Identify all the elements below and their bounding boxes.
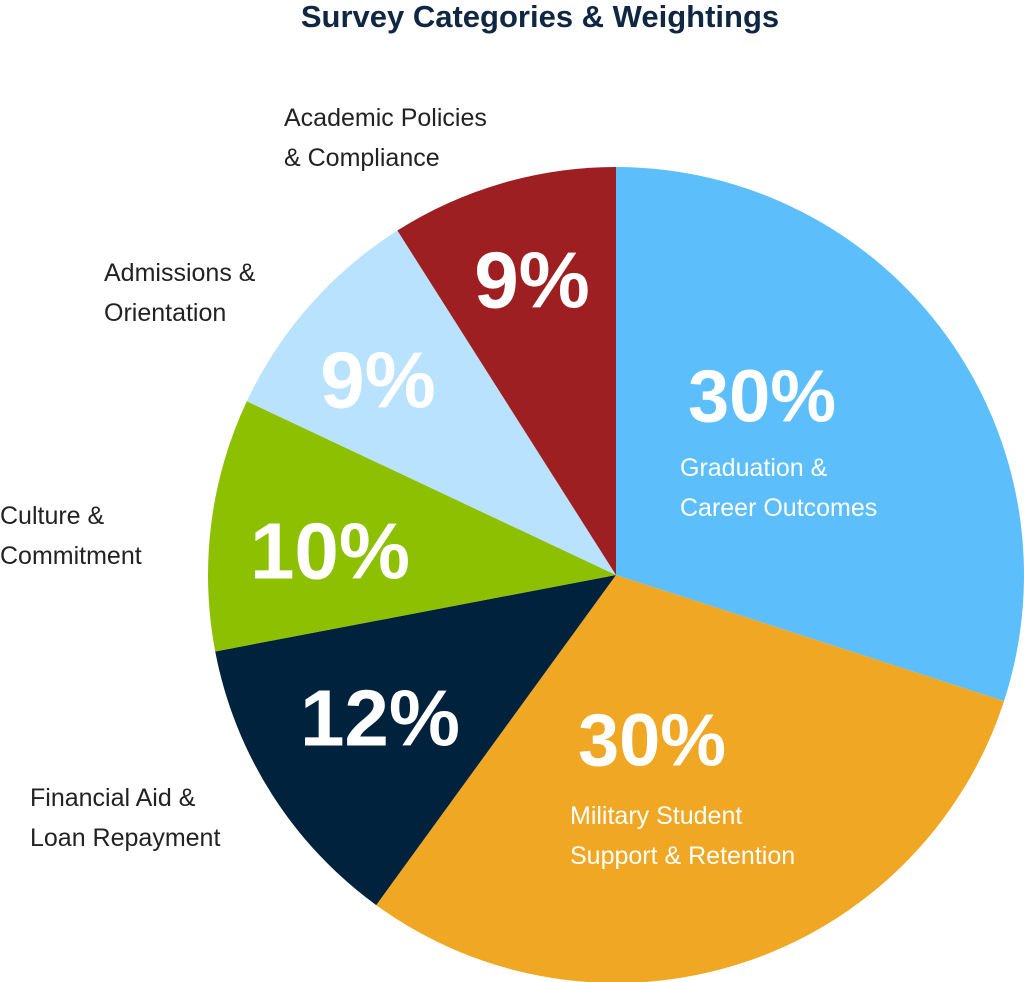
- pie-slice-value-label: 9%: [474, 236, 590, 325]
- pie-slice-category-label: Military Student Support & Retention: [570, 802, 795, 870]
- pie-slice-category-label-line: Admissions &: [104, 259, 256, 287]
- pie-slice-category-label-line: Loan Repayment: [30, 824, 220, 852]
- pie-slice-category-label-line: Commitment: [0, 542, 142, 570]
- pie-slice-value-label: 12%: [300, 674, 460, 763]
- pie-slice-category-label-line: Financial Aid &: [30, 784, 196, 812]
- pie-slice-category-label: Academic Policies & Compliance: [284, 104, 487, 172]
- pie-slice-value-label: 10%: [250, 507, 410, 596]
- pie-slice-category-label: Graduation & Career Outcomes: [680, 454, 877, 522]
- chart-title: Survey Categories & Weightings: [301, 0, 779, 34]
- pie-category-labels: Graduation & Career Outcomes Military Stud…: [0, 104, 877, 870]
- pie-slice-category-label-line: Military Student: [570, 802, 742, 830]
- pie-slice-category-label-line: Culture &: [0, 502, 105, 530]
- pie-slice-category-label-line: Career Outcomes: [680, 494, 877, 522]
- pie-slice-category-label-line: Academic Policies: [284, 104, 487, 132]
- pie-slice: [215, 575, 617, 906]
- pie-slices: [208, 167, 1024, 982]
- pie-slice-category-label-line: Orientation: [104, 299, 226, 327]
- pie-slice: [616, 167, 1024, 702]
- pie-slice-category-label-line: Support & Retention: [570, 842, 795, 870]
- pie-slice: [208, 401, 617, 652]
- pie-slice-category-label: Admissions & Orientation: [104, 259, 256, 327]
- pie-slice: [376, 575, 1005, 982]
- pie-value-labels: 30% 30% 12% 10% 9% 9%: [250, 236, 836, 782]
- pie-slice-category-label: Financial Aid & Loan Repayment: [30, 784, 220, 852]
- pie-slice-value-label: 9%: [320, 336, 436, 425]
- pie-slice-category-label-line: Graduation &: [680, 454, 828, 482]
- pie-slice-value-label: 30%: [578, 699, 726, 782]
- pie-slice: [246, 230, 616, 575]
- pie-slice-category-label-line: & Compliance: [284, 144, 440, 172]
- pie-slice: [397, 167, 616, 575]
- pie-slice-category-label: Culture & Commitment: [0, 502, 142, 570]
- pie-slice-value-label: 30%: [688, 355, 836, 438]
